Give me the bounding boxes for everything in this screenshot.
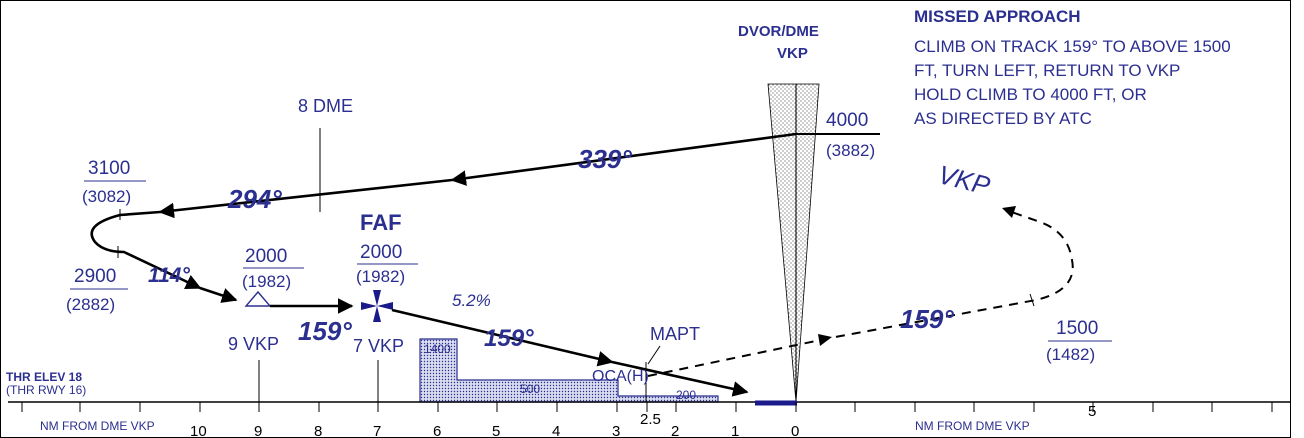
axis-title-right: NM FROM DME VKP — [915, 419, 1030, 433]
track-159-missed: 159° — [900, 304, 954, 334]
terrain-label-1400: 1400 — [424, 342, 451, 356]
missed-approach-line: CLIMB ON TRACK 159° TO ABOVE 1500 — [914, 37, 1231, 56]
missed-approach-line: HOLD CLIMB TO 4000 FT, OR — [914, 85, 1147, 104]
track-159-a: 159° — [298, 316, 352, 346]
svg-text:4000: 4000 — [826, 110, 868, 131]
axis-tick-label: 5 — [492, 423, 500, 438]
altitude-1500: 1500 (1482) — [1046, 318, 1112, 364]
track-159-b: 159° — [484, 325, 534, 352]
terrain-label-500: 500 — [520, 382, 540, 396]
missed-approach-title: MISSED APPROACH — [914, 7, 1081, 26]
altitude-3100: 3100 (3082) — [82, 158, 146, 206]
svg-text:(3882): (3882) — [826, 141, 875, 160]
terrain-label-200: 200 — [676, 388, 696, 402]
svg-text:FAF: FAF — [360, 210, 402, 235]
axis-tick-label: 5 — [1088, 403, 1096, 420]
oca-label: OCA(H) — [592, 368, 649, 385]
svg-text:(1482): (1482) — [1046, 345, 1095, 364]
missed-arrow-2 — [1002, 206, 1016, 218]
axis-tick-label: 2 — [671, 423, 679, 438]
vkp7-label: 7 VKP — [353, 336, 404, 356]
axis-tick-label: 7 — [373, 423, 381, 438]
altitude-4000: 4000 (3882) — [826, 110, 875, 160]
final-approach-cont — [611, 360, 749, 397]
track-114: 114° — [148, 264, 190, 287]
threshold-runway: (THR RWY 16) — [6, 383, 86, 397]
faf-cross-icon — [361, 290, 393, 322]
threshold-elevation: THR ELEV 18 — [6, 370, 82, 384]
terrain-profile — [419, 338, 719, 403]
mapt-label: MAPT — [650, 324, 700, 344]
leg-339 — [450, 132, 797, 186]
navaid-type: DVOR/DME — [738, 23, 819, 40]
axis-tick-label: 6 — [433, 423, 441, 438]
axis-tick-label: 1 — [731, 423, 739, 438]
tick-1500 — [1029, 293, 1035, 307]
procedure-turn — [90, 210, 202, 290]
gradient-label: 5.2% — [452, 291, 491, 310]
track-294: 294° — [227, 184, 282, 214]
mapt-pointer — [647, 345, 661, 365]
svg-text:2000: 2000 — [245, 246, 287, 267]
navaid-ident: VKP — [777, 45, 808, 62]
axis-tick-label: 10 — [190, 423, 207, 438]
dme8-label: 8 DME — [298, 96, 353, 116]
altitude-2900: 2900 (2882) — [66, 266, 128, 314]
svg-text:2900: 2900 — [74, 266, 116, 287]
svg-text:3100: 3100 — [88, 158, 130, 179]
svg-text:(1982): (1982) — [242, 272, 291, 291]
altitude-faf: FAF 2000 (1982) — [356, 210, 418, 286]
leg-339-cont — [158, 178, 453, 219]
axis-tick-label: 9 — [254, 423, 262, 438]
dvor-cone — [767, 83, 820, 403]
svg-text:(1982): (1982) — [356, 267, 405, 286]
svg-text:(2882): (2882) — [66, 295, 115, 314]
missed-arrow-1 — [818, 334, 832, 346]
missed-approach-line: AS DIRECTED BY ATC — [914, 109, 1092, 128]
axis-tick-label: 3 — [612, 423, 620, 438]
svg-text:(3082): (3082) — [82, 187, 131, 206]
vkp9-label: 9 VKP — [228, 334, 279, 354]
leg-114 — [199, 286, 238, 303]
mapt-distance-label: 2.5 — [640, 411, 661, 428]
track-339: 339° — [578, 144, 632, 174]
fix-triangle-icon — [244, 290, 272, 307]
missed-approach-path — [647, 209, 1074, 377]
vkp-return-label: VKP — [935, 159, 993, 201]
axis-tick-label: 4 — [552, 423, 560, 438]
axis-ticks — [21, 402, 1273, 412]
axis-tick-label: 0 — [791, 423, 799, 438]
axis-title-left: NM FROM DME VKP — [40, 419, 155, 433]
missed-approach-line: FT, TURN LEFT, RETURN TO VKP — [914, 61, 1180, 80]
axis-tick-label: 8 — [314, 423, 322, 438]
svg-text:2000: 2000 — [360, 242, 402, 263]
altitude-2000-9vkp: 2000 (1982) — [242, 246, 304, 291]
final-approach — [391, 308, 614, 367]
svg-text:1500: 1500 — [1056, 318, 1098, 339]
